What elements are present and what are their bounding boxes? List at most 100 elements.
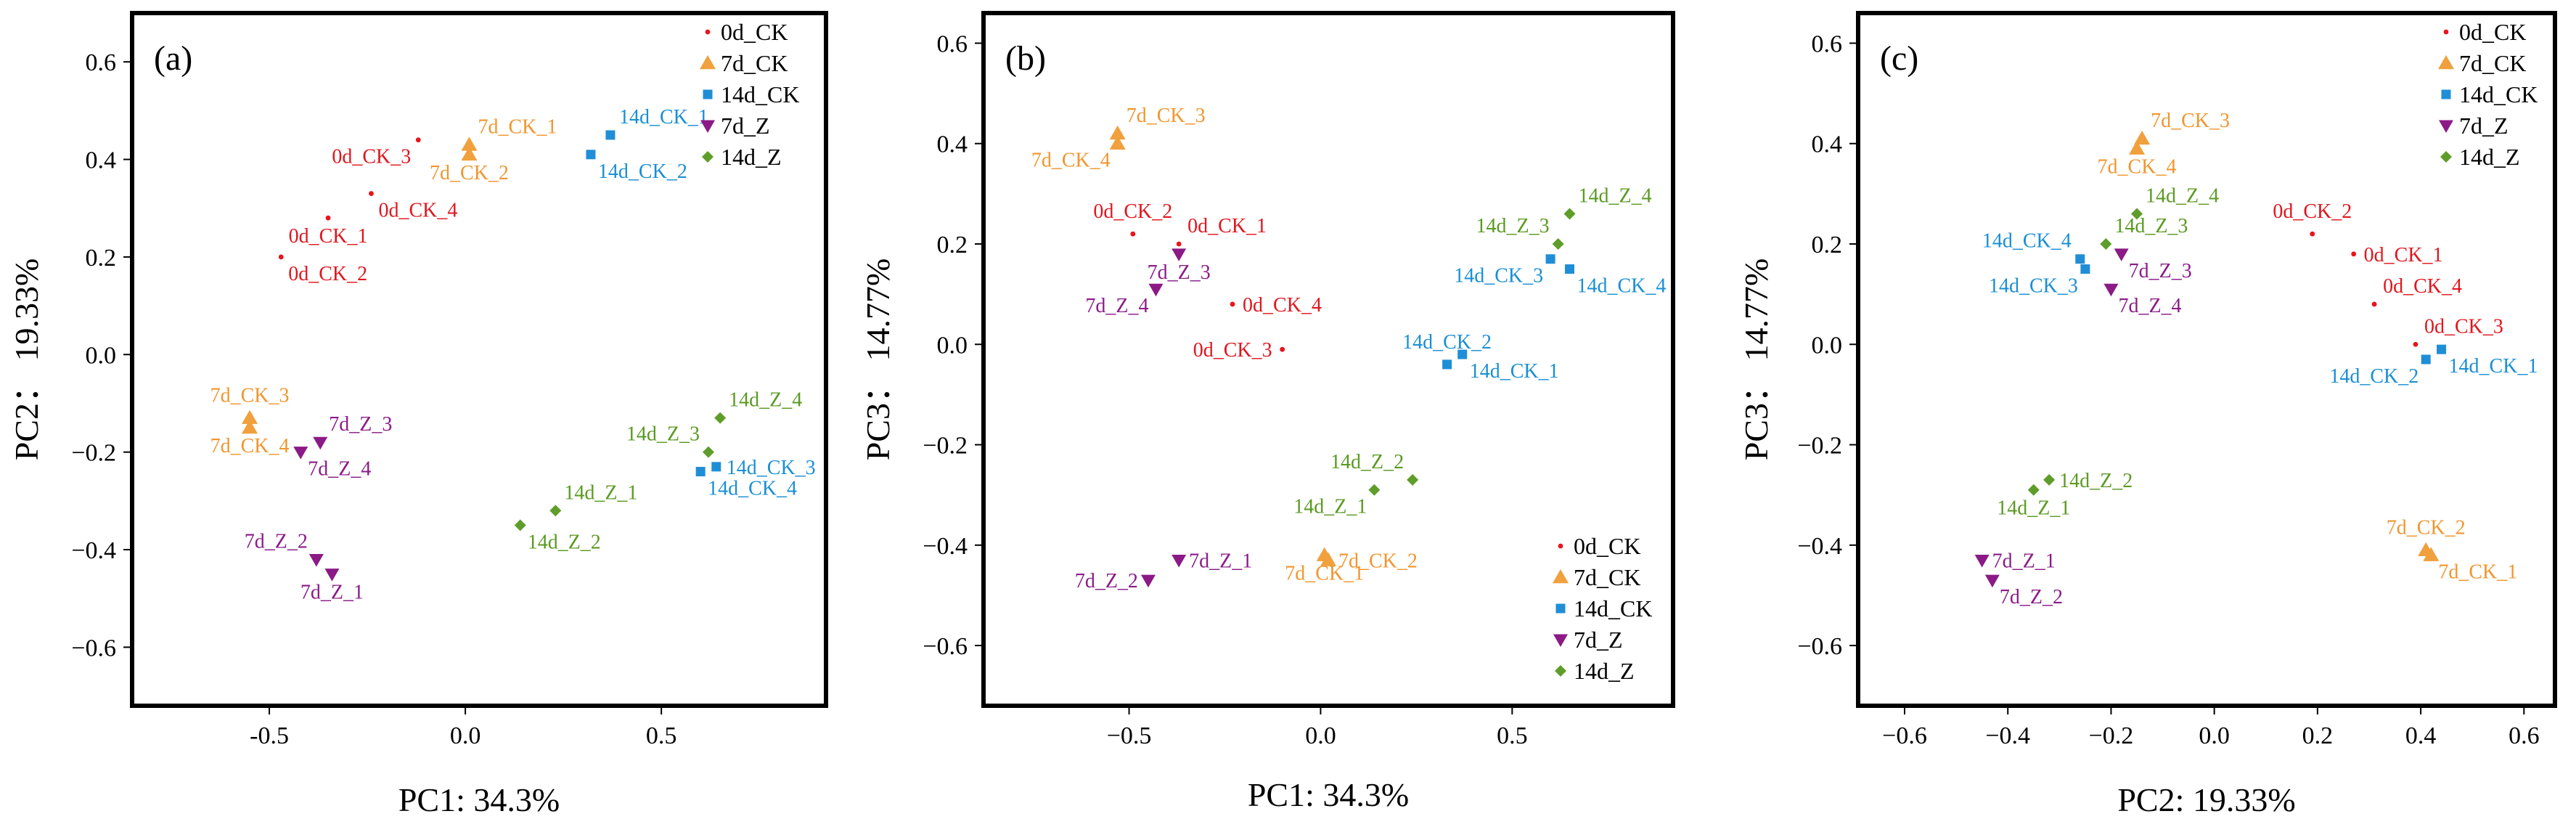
point-7d-z-3 (2114, 248, 2129, 261)
point-label: 14d_Z_1 (1293, 496, 1367, 518)
point-label: 0d_CK_1 (289, 225, 368, 248)
y-tick-label: 0.6 (937, 30, 968, 57)
point-0d-ck-3 (2413, 341, 2418, 347)
point-14d-ck-3 (2080, 264, 2090, 274)
x-tick-label: −0.5 (1107, 722, 1152, 749)
y-tick-label: 0.4 (1812, 131, 1843, 158)
legend-label: 7d_CK (721, 50, 788, 76)
point-label: 7d_CK_1 (478, 115, 557, 138)
x-axis-title: PC2: 19.33% (2117, 781, 2295, 818)
point-label: 14d_CK_1 (1470, 360, 1559, 383)
point-label: 7d_CK_3 (2151, 110, 2230, 132)
point-14d-ck-4 (2075, 254, 2085, 264)
point-0d-ck-3 (415, 137, 421, 143)
legend-marker-7d-z (700, 120, 715, 133)
point-7d-z-2 (308, 553, 324, 567)
point-label: 7d_Z_2 (1075, 570, 1138, 592)
y-tick-label: 0.2 (1812, 232, 1843, 258)
x-tick-label: 0.4 (2405, 722, 2437, 749)
y-axis-title: PC3： 14.77% (1738, 258, 1775, 461)
legend-marker-7d-ck (1553, 569, 1569, 584)
x-tick-label: −0.6 (1882, 722, 1927, 749)
point-label: 0d_CK_1 (2364, 244, 2443, 266)
legend-marker-14d-z (702, 151, 713, 163)
point-label: 0d_CK_4 (2383, 275, 2462, 298)
point-0d-ck-1 (325, 215, 331, 221)
point-label: 14d_Z_3 (2114, 215, 2188, 237)
point-label: 0d_CK_3 (2424, 315, 2503, 338)
x-tick-label: −0.2 (2089, 722, 2134, 749)
y-tick-label: 0.6 (1812, 30, 1843, 57)
point-14d-ck-4 (1565, 264, 1574, 274)
point-14d-z-2 (514, 519, 526, 531)
point-0d-ck-1 (2351, 251, 2357, 257)
x-tick-label: 0.5 (646, 722, 677, 749)
point-7d-z-1 (1172, 555, 1187, 568)
point-label: 7d_Z_4 (1085, 295, 1148, 317)
point-label: 7d_CK_1 (2438, 561, 2517, 584)
point-7d-ck-3 (2134, 130, 2151, 145)
point-label: 14d_Z_2 (2059, 470, 2133, 492)
panel-label: (a) (154, 39, 192, 78)
point-14d-ck-2 (2421, 354, 2431, 364)
point-label: 14d_Z_1 (564, 481, 637, 504)
point-label: 14d_CK_3 (1989, 275, 2078, 298)
legend-label: 14d_Z (2459, 144, 2520, 170)
point-14d-z-4 (714, 412, 727, 424)
point-7d-ck-4 (242, 420, 258, 434)
y-tick-label: −0.4 (71, 537, 116, 564)
point-7d-z-4 (2103, 283, 2119, 297)
point-0d-ck-4 (2371, 301, 2377, 307)
point-14d-ck-2 (1442, 359, 1452, 370)
x-tick-label: 0.0 (1305, 722, 1336, 749)
legend: 0d_CK 7d_CK 14d_CK 7d_Z 14d_Z (2438, 19, 2538, 170)
point-label: 14d_Z_1 (1997, 497, 2070, 520)
point-label: 7d_Z_2 (245, 530, 308, 553)
y-tick-label: 0.0 (1812, 332, 1843, 359)
legend-marker-14d-ck (1555, 603, 1566, 614)
legend-marker-14d-z (2440, 151, 2452, 163)
point-7d-ck-3 (242, 410, 258, 424)
legend-label: 14d_Z (1574, 658, 1635, 684)
point-label: 7d_Z_3 (1148, 261, 1211, 284)
point-label: 0d_CK_3 (1193, 339, 1272, 362)
point-label: 14d_Z_3 (626, 423, 700, 446)
legend-label: 7d_Z (721, 113, 770, 139)
legend-marker-0d-ck (1558, 543, 1563, 549)
legend-label: 7d_Z (2459, 113, 2508, 139)
y-tick-label: 0.2 (937, 232, 968, 258)
point-7d-z-1 (324, 569, 340, 582)
legend-label: 14d_Z (721, 144, 782, 170)
point-7d-z-4 (1148, 283, 1164, 297)
x-tick-label: 0.5 (1497, 722, 1528, 749)
point-label: 0d_CK_3 (332, 146, 411, 168)
point-label: 14d_Z_2 (528, 531, 601, 553)
point-7d-z-4 (293, 447, 308, 460)
y-tick-label: −0.6 (1797, 633, 1842, 660)
y-tick-label: −0.2 (71, 440, 116, 467)
point-7d-ck-2 (461, 146, 478, 161)
point-label: 7d_Z_4 (2118, 295, 2181, 317)
x-tick-label: 0.2 (2302, 722, 2334, 749)
point-label: 14d_CK_4 (708, 478, 797, 500)
chart-panel-2: (b) −0.6 −0.4 −0.2 0.0 0.2 0.4 0.6 −0.5 0.0 0.5 PC1… (859, 11, 1675, 813)
point-0d-ck-2 (2310, 231, 2315, 237)
point-14d-ck-4 (695, 467, 706, 477)
x-axis-title: PC1: 34.3% (1248, 776, 1409, 813)
point-14d-z-4 (1563, 208, 1576, 220)
plot-frame (1856, 11, 2557, 708)
y-axis-title: PC3： 14.77% (859, 258, 896, 461)
point-14d-z-2 (1407, 473, 1419, 486)
point-label: 0d_CK_2 (2273, 200, 2352, 223)
point-label: 7d_CK_4 (2098, 156, 2177, 179)
y-tick-label: −0.6 (71, 635, 116, 661)
point-7d-ck-4 (2129, 140, 2145, 155)
legend-label: 7d_CK (2459, 50, 2526, 76)
point-14d-z-2 (2043, 473, 2056, 486)
point-14d-z-1 (1368, 484, 1381, 496)
y-tick-label: 0.4 (937, 131, 968, 158)
point-0d-ck-3 (1280, 346, 1285, 352)
x-tick-label: 0.0 (450, 722, 481, 749)
point-label: 14d_Z_4 (1579, 185, 1652, 208)
x-axis-title: PC1: 34.3% (398, 781, 560, 818)
